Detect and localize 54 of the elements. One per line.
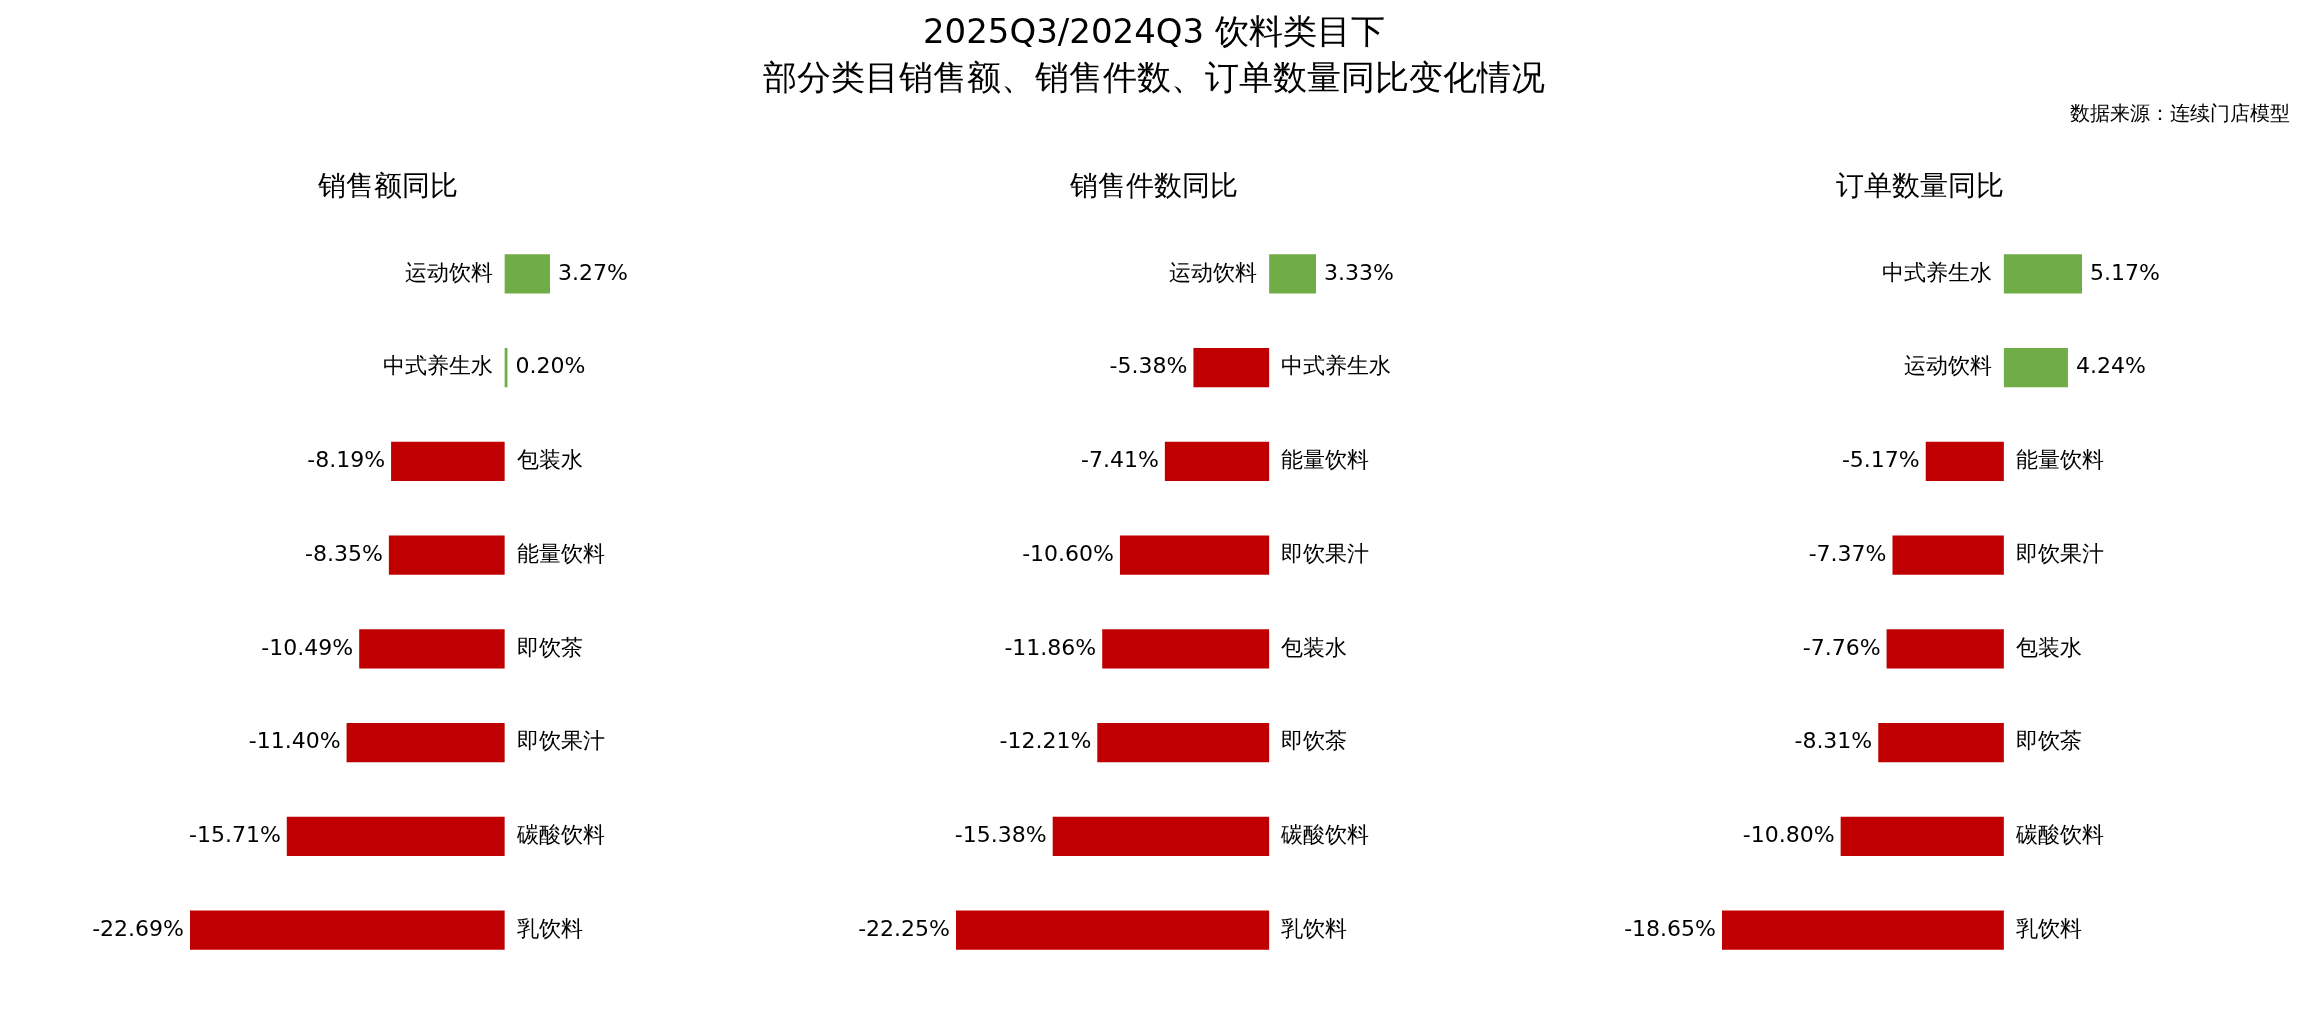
data-label: 3.27% [558,259,628,285]
data-label: -15.38% [954,822,1047,848]
y-tick-label: 运动饮料 [1903,353,1992,379]
data-label: -11.40% [248,728,341,754]
y-tick-label: 能量饮料 [1281,447,1370,473]
data-label: -7.41% [1081,447,1159,473]
data-label: -22.69% [92,915,184,941]
y-tick-label: 即饮果汁 [2015,540,2104,566]
data-label: 4.24% [2075,353,2146,379]
data-label: -10.60% [1022,540,1114,566]
y-tick-label: 碳酸饮料 [515,822,605,848]
y-tick-label: 乳饮料 [1281,915,1348,941]
y-tick-label: 运动饮料 [404,259,493,285]
data-label: -8.31% [1794,728,1873,754]
chart-title: 销售件数同比 [1069,168,1239,204]
y-tick-label: 即饮茶 [2015,728,2082,754]
data-label: -7.76% [1802,634,1881,660]
y-tick-label: 乳饮料 [516,915,583,941]
text: 部分类目销售额、销售件数、订单数量同比变化情况 [762,56,1546,99]
data-label: -12.21% [999,728,1092,754]
data-label: -15.71% [188,822,281,848]
text: 2025Q3/2024Q3 饮料类目下 [921,10,1387,53]
chart-title: 订单数量同比 [1835,168,2005,204]
y-tick-label: 能量饮料 [516,540,605,566]
data-label: -10.80% [1742,822,1835,848]
y-tick-label: 乳饮料 [2015,915,2082,941]
data-label: -8.35% [305,540,383,566]
data-label: -8.19% [307,447,386,473]
y-tick-label: 即饮茶 [516,634,583,660]
data-label: -11.86% [1004,634,1097,660]
y-tick-label: 中式养生水 [382,353,493,379]
data-label: -5.17% [1841,447,1920,473]
y-tick-label: 运动饮料 [1169,259,1258,285]
y-tick-label: 即饮果汁 [1281,540,1370,566]
data-label: 0.20% [515,353,586,379]
y-tick-label: 包装水 [516,447,583,473]
source-note: 数据来源：连续门店模型 [2069,100,2291,127]
data-label: -18.65% [1624,915,1716,941]
y-tick-label: 包装水 [2015,634,2082,660]
data-label: 3.33% [1324,259,1394,285]
y-tick-label: 即饮果汁 [516,728,605,754]
data-label: -5.38% [1109,353,1188,379]
chart-title: 销售额同比 [317,168,459,204]
y-tick-label: 中式养生水 [1281,353,1392,379]
data-label: -7.37% [1808,540,1887,566]
data-label: -22.25% [858,915,950,941]
data-label: 5.17% [2090,259,2160,285]
y-tick-label: 碳酸饮料 [1280,822,1370,848]
y-tick-label: 包装水 [1281,634,1348,660]
y-tick-label: 即饮茶 [1281,728,1348,754]
y-tick-label: 中式养生水 [1881,259,1992,285]
y-tick-label: 能量饮料 [2015,447,2104,473]
data-label: -10.49% [261,634,354,660]
y-tick-label: 碳酸饮料 [2014,822,2104,848]
